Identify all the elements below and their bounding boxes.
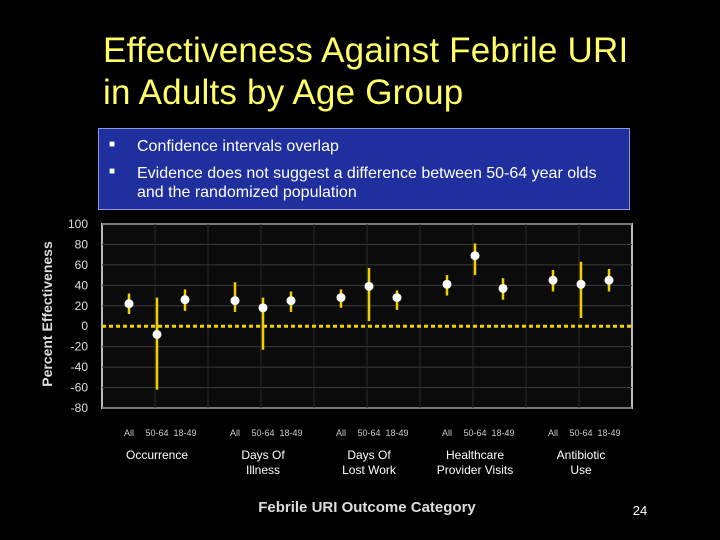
y-tick-label: -60 (71, 381, 89, 395)
y-tick-label: -20 (71, 340, 89, 354)
y-tick-label: 40 (75, 278, 89, 292)
bullet-item: ■ Confidence intervals overlap (109, 137, 619, 156)
y-tick-label: 80 (75, 237, 89, 251)
point-estimate (392, 293, 402, 303)
subgroup-tick-label: 50-64 (251, 428, 274, 438)
subgroup-tick-label: 50-64 (569, 428, 592, 438)
y-tick-label: 0 (81, 319, 88, 333)
bullet-text: Evidence does not suggest a difference b… (137, 165, 597, 201)
subgroup-tick-label: All (442, 428, 452, 438)
point-estimate (152, 329, 162, 339)
subgroup-tick-label: 18-49 (173, 428, 196, 438)
y-tick-label: -40 (71, 360, 89, 374)
category-label: Days Of Lost Work (342, 448, 397, 477)
subgroup-tick-label: 18-49 (385, 428, 408, 438)
point-estimate (442, 279, 452, 289)
subgroup-tick-label: 18-49 (491, 428, 514, 438)
point-estimate (470, 251, 480, 261)
subgroup-tick-label: 18-49 (279, 428, 302, 438)
subgroup-tick-label: All (336, 428, 346, 438)
square-bullet-icon: ■ (109, 166, 116, 177)
y-tick-label: 20 (75, 299, 89, 313)
point-estimate (286, 296, 296, 306)
subgroup-tick-label: All (230, 428, 240, 438)
subgroup-tick-label: All (548, 428, 558, 438)
point-estimate (604, 275, 614, 285)
category-label: Occurrence (126, 448, 188, 462)
point-estimate (364, 281, 374, 291)
subgroup-tick-label: 50-64 (463, 428, 486, 438)
point-estimate (180, 295, 190, 305)
bullet-text: Confidence intervals overlap (137, 138, 339, 155)
category-label: Antibiotic Use (557, 448, 606, 477)
y-axis-label: Percent Effectiveness (39, 241, 55, 387)
page-number: 24 (632, 503, 648, 518)
category-label: Days Of Illness (241, 448, 285, 477)
bullet-item: ■ Evidence does not suggest a difference… (109, 164, 619, 202)
bullet-box: ■ Confidence intervals overlap ■ Evidenc… (98, 128, 630, 210)
subgroup-tick-label: 50-64 (145, 428, 168, 438)
square-bullet-icon: ■ (109, 139, 116, 150)
category-label: Healthcare Provider Visits (437, 448, 513, 477)
point-estimate (230, 296, 240, 306)
subgroup-tick-label: All (124, 428, 134, 438)
slide-title: Effectiveness Against Febrile URI in Adu… (103, 31, 629, 112)
point-estimate (124, 299, 134, 309)
point-estimate (336, 293, 346, 303)
y-tick-label: 100 (68, 217, 88, 231)
x-axis-label: Febrile URI Outcome Category (258, 499, 476, 516)
y-tick-label: 60 (75, 258, 89, 272)
subgroup-tick-label: 18-49 (597, 428, 620, 438)
point-estimate (548, 275, 558, 285)
point-estimate (258, 303, 268, 313)
point-estimate (498, 283, 508, 293)
subgroup-tick-label: 50-64 (357, 428, 380, 438)
y-tick-label: -80 (71, 401, 89, 415)
point-estimate (576, 279, 586, 289)
